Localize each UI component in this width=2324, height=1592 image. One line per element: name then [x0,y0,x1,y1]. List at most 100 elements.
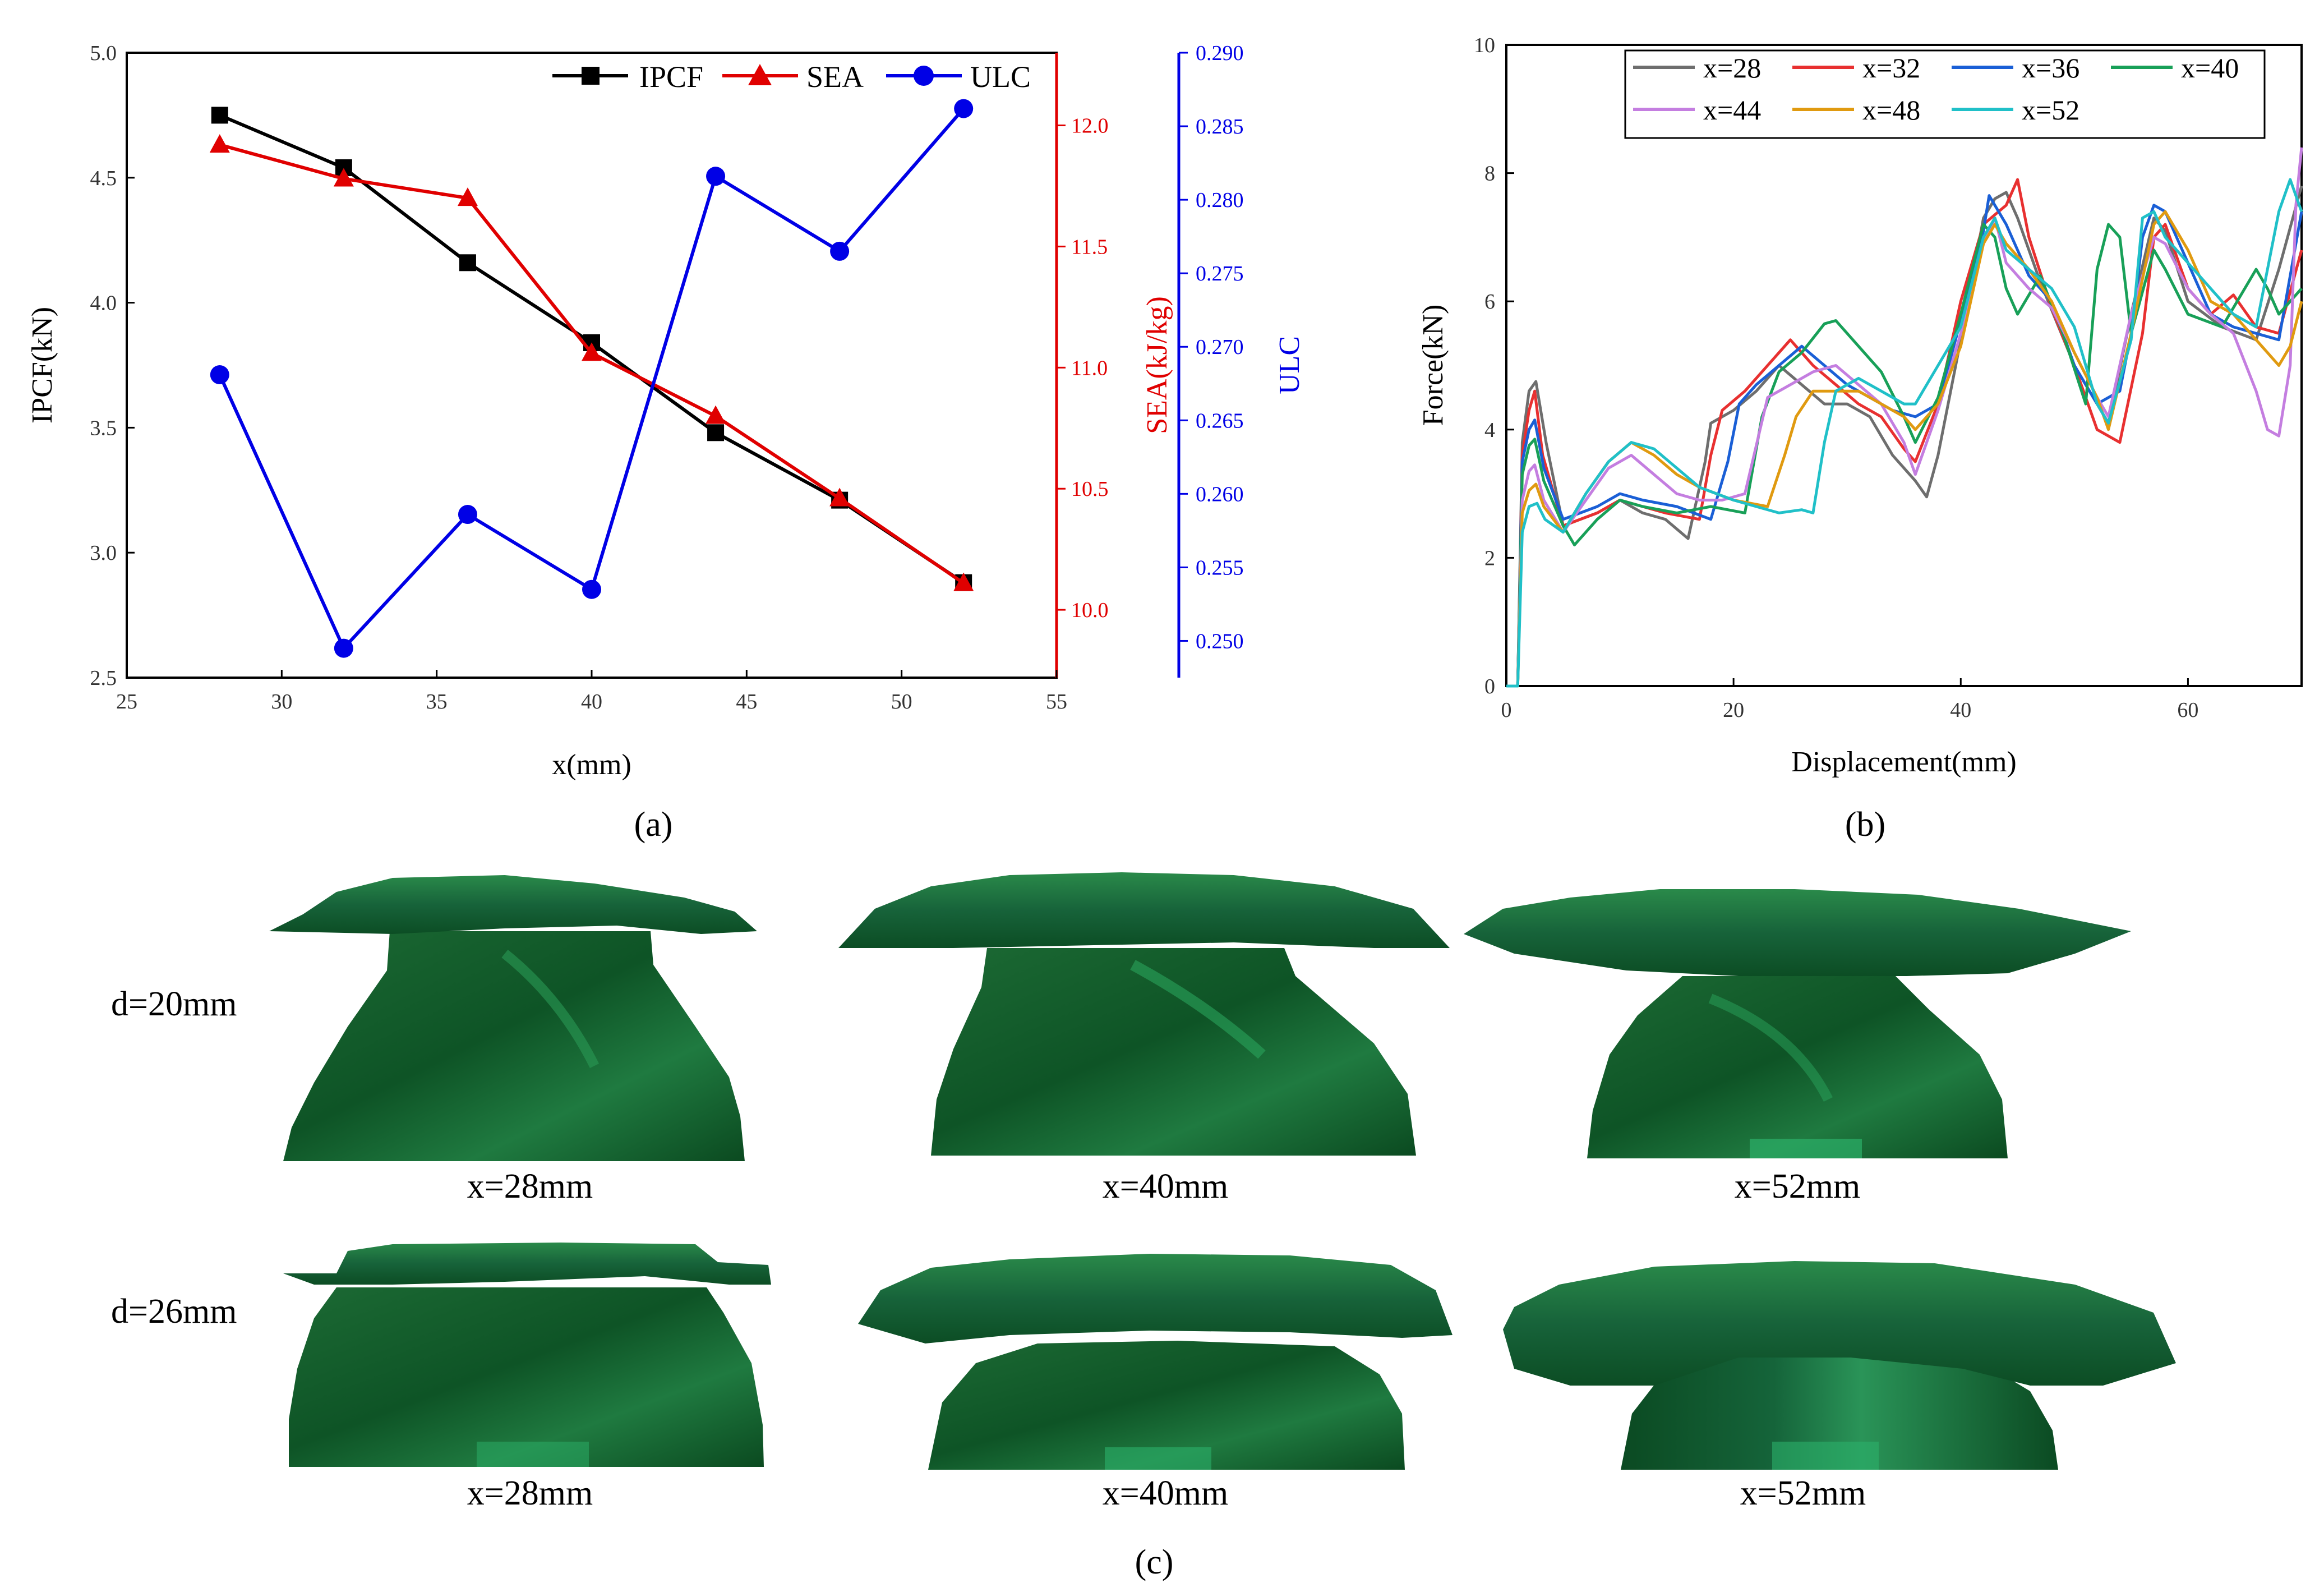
panel-a-x-label: x(mm) [552,749,631,781]
legend-ipcf-marker [582,67,600,85]
data-point-sea [582,342,602,361]
panel-b-y-tick-label: 6 [1484,290,1495,314]
row-label-d20: d=20mm [111,985,237,1023]
data-point-sea [457,187,478,206]
panel-a-chart: 25 30 35 40 45 50 55 2.53.03.54.04.55.0 10.010… [26,42,1306,781]
data-point-sea [829,487,850,507]
panel-a-x-tick-label: 40 [581,690,602,714]
data-point-ulc [458,505,477,524]
force-curve-x-52 [1506,178,2303,688]
ulc-tick-label: 0.280 [1196,188,1244,212]
caption-c: (c) [1135,1543,1174,1581]
sea-tick-label: 10.0 [1071,599,1109,622]
panel-a-x-tick-label: 30 [271,690,292,714]
data-point-ulc [582,579,601,599]
deformed-shape-d20-x28 [269,875,757,1161]
sea-tick-label: 11.5 [1071,235,1108,259]
series-line-ulc [218,107,965,651]
data-point-ulc [954,99,974,118]
shape-label-d26-x52: x=52mm [1740,1474,1866,1512]
panel-a-x-tick-label: 25 [116,690,137,714]
ipcf-tick-label: 3.5 [90,416,117,440]
ulc-axis-label: ULC [1274,336,1306,394]
ulc-tick-label: 0.265 [1196,409,1244,432]
ulc-tick-label: 0.260 [1196,482,1244,506]
data-point-ulc [830,241,850,261]
ulc-tick-label: 0.285 [1196,115,1244,139]
panel-b-y-tick-label: 8 [1484,162,1495,186]
panel-b-plot-frame [1505,44,2303,687]
shape-label-d26-x28: x=28mm [467,1474,593,1512]
panel-b-series [1506,147,2303,688]
panel-b-y-tick-label: 10 [1474,34,1495,57]
panel-b-y-tick-label: 2 [1484,546,1495,570]
legend-ulc-label: ULC [970,60,1031,94]
ulc-tick-label: 0.275 [1196,262,1244,286]
legend-ipcf-label: IPCF [639,60,703,94]
ipcf-axis-label: IPCF(kN) [26,307,58,424]
panel-a-x-tick-label: 55 [1046,690,1067,714]
shape-label-d20-x52: x=52mm [1735,1167,1860,1205]
panel-b-legend-box [1624,49,2266,139]
force-curve-x-32 [1506,178,2303,688]
sea-tick-label: 12.0 [1071,114,1109,138]
data-point-sea [209,134,230,153]
legend-sea-label: SEA [806,60,864,94]
legend-sea-marker [748,64,772,85]
shape-label-d26-x40: x=40mm [1103,1474,1228,1512]
deformed-shape-d26-x28 [283,1243,771,1467]
force-curve-x-44 [1506,147,2303,688]
panel-a-x-tick-label: 35 [426,690,448,714]
ulc-tick-label: 0.250 [1196,629,1244,653]
data-point-sea [953,572,974,591]
force-curve-x-40 [1506,223,2303,688]
deformed-shape-d26-x52 [1503,1261,2176,1470]
legend-label-x-32: x=32 [1862,52,1920,84]
ulc-tick-label: 0.255 [1196,556,1244,579]
panel-b-x-ticks: 0 20 40 60 [1501,678,2198,722]
panel-b-legend: x=28 x=32 x=36 x=40 x=44 x=48 x=52 [1624,49,2266,139]
data-point-sea [706,405,726,424]
legend-ulc-marker [914,66,934,86]
data-point-ipcf [707,424,725,441]
panel-b-y-label: Force(kN) [1417,305,1449,426]
legend-label-x-52: x=52 [2022,94,2079,126]
sea-tick-label: 11.0 [1071,356,1108,380]
panel-b-x-tick-label: 60 [2177,698,2198,722]
sea-y-ticks: 10.0 10.5 11.0 11.5 12.0 [1057,114,1109,622]
deformed-shape-d20-x52 [1464,889,2131,1158]
panel-b-x-tick-label: 0 [1501,698,1512,722]
data-point-ulc [210,365,229,385]
ipcf-tick-label: 5.0 [90,42,117,65]
ipcf-tick-label: 2.5 [90,666,117,690]
panel-a-series [209,99,974,658]
legend-label-x-40: x=40 [2181,52,2239,84]
force-curve-x-28 [1506,185,2303,688]
panel-a-x-ticks: 25 30 35 40 45 50 55 [116,670,1067,714]
panel-a-x-tick-label: 45 [736,690,757,714]
legend-label-x-28: x=28 [1703,52,1761,84]
sea-axis-label: SEA(kJ/kg) [1141,296,1173,434]
force-curve-x-36 [1506,194,2303,688]
data-point-ulc [706,167,726,186]
panel-b-x-tick-label: 40 [1950,698,1971,722]
panel-b-y-ticks: 0 2 4 6 8 10 [1474,34,1514,698]
ipcf-tick-label: 4.5 [90,167,117,190]
caption-a: (a) [634,806,673,844]
deformed-shape-d26-x40 [858,1254,1453,1470]
legend-label-x-44: x=44 [1703,94,1761,126]
legend-label-x-48: x=48 [1862,94,1920,126]
data-point-ipcf [211,107,228,124]
panel-b-x-label: Displacement(mm) [1791,746,2016,778]
panel-a-x-tick-label: 50 [891,690,912,714]
panel-c-deformation-images: d=20mm d=26mm x=28mm x=40mm x=52mm [111,872,2176,1512]
sea-tick-label: 10.5 [1071,477,1109,501]
panel-b-x-tick-label: 20 [1723,698,1744,722]
deformed-shape-d20-x40 [838,872,1450,1156]
data-point-sea [333,168,354,187]
caption-b: (b) [1845,806,1885,844]
ipcf-tick-label: 4.0 [90,292,117,315]
data-point-ipcf [459,254,476,272]
row-label-d26: d=26mm [111,1292,237,1331]
